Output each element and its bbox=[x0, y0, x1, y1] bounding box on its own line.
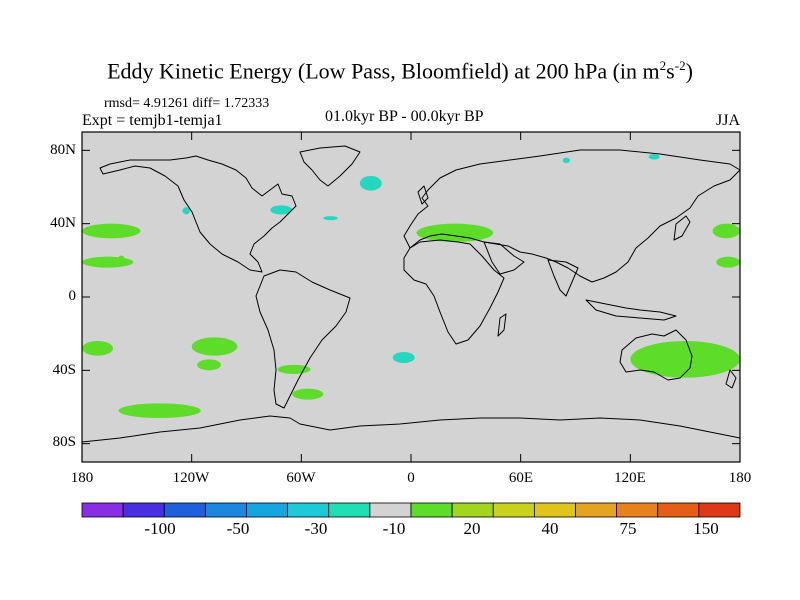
colorbar-label: 75 bbox=[619, 519, 637, 538]
anomaly-layer bbox=[82, 154, 741, 418]
colorbar-box-3 bbox=[204, 502, 247, 518]
lat-label-80s: 80S bbox=[52, 434, 76, 450]
lat-label-40s: 40S bbox=[52, 362, 76, 378]
positive-anomaly-7 bbox=[118, 403, 201, 418]
colorbar-box-2 bbox=[163, 502, 206, 518]
lon-label-60e: 60E bbox=[508, 470, 534, 486]
coast-australia bbox=[619, 329, 693, 381]
coast-africa bbox=[403, 239, 505, 345]
positive-anomaly-10 bbox=[630, 341, 741, 378]
lon-label-60w: 60W bbox=[286, 470, 316, 486]
lat-label-40n: 40N bbox=[50, 215, 76, 231]
season-label: JJA bbox=[716, 112, 741, 129]
colorbar-label: -100 bbox=[144, 519, 176, 538]
coast-antarctica bbox=[81, 415, 741, 443]
negative-anomaly-19 bbox=[562, 157, 571, 164]
colorbar-box-13 bbox=[616, 502, 659, 518]
coast-eurasia bbox=[403, 149, 741, 283]
colorbar bbox=[81, 502, 741, 518]
coast-greenland bbox=[299, 145, 361, 187]
colorbar-label: -30 bbox=[304, 519, 328, 538]
colorbar-box-14 bbox=[657, 502, 700, 518]
colorbar-box-10 bbox=[492, 502, 535, 518]
colorbar-box-1 bbox=[122, 502, 165, 518]
experiment-label: Expt = temjb1-temja1 bbox=[82, 112, 223, 129]
coast-madagascar bbox=[497, 313, 507, 337]
coast-south-america bbox=[255, 269, 351, 409]
positive-anomaly-5 bbox=[197, 359, 221, 371]
positive-anomaly-9 bbox=[416, 223, 494, 242]
positive-anomaly-2 bbox=[118, 255, 125, 260]
axis-ticks bbox=[81, 132, 741, 462]
lat-label-0: 0 bbox=[68, 288, 77, 304]
coast-indonesia bbox=[585, 299, 677, 321]
lat-label-80n: 80N bbox=[50, 142, 76, 158]
positive-anomaly-1 bbox=[82, 256, 134, 268]
colorbar-box-12 bbox=[575, 502, 618, 518]
negative-anomaly-18 bbox=[648, 154, 660, 160]
period-label: 01.0kyr BP - 00.0kyr BP bbox=[325, 108, 484, 125]
negative-anomaly-17 bbox=[392, 352, 415, 363]
coast-uk bbox=[417, 185, 429, 205]
coast-new-zealand bbox=[725, 369, 737, 389]
colorbar-label: -50 bbox=[226, 519, 250, 538]
coast-india bbox=[547, 259, 579, 297]
lon-label-0: 0 bbox=[407, 470, 415, 486]
colorbar-label: 20 bbox=[463, 519, 481, 538]
colorbar-box-11 bbox=[533, 502, 576, 518]
colorbar-box-9 bbox=[451, 502, 494, 518]
colorbar-label: 150 bbox=[693, 519, 719, 538]
lon-label-180e: 180 bbox=[728, 470, 752, 486]
colorbar-box-7 bbox=[369, 502, 412, 518]
negative-anomaly-16 bbox=[323, 216, 338, 221]
lon-label-180w: 180 bbox=[70, 470, 94, 486]
coast-north-america bbox=[99, 155, 297, 273]
colorbar-box-5 bbox=[287, 502, 330, 518]
coast-arabia bbox=[483, 241, 525, 275]
lon-label-120w: 120W bbox=[172, 470, 210, 486]
colorbar-label: -10 bbox=[382, 519, 406, 538]
colorbar-box-6 bbox=[328, 502, 371, 518]
colorbar-box-0 bbox=[81, 502, 124, 518]
positive-anomaly-8 bbox=[292, 388, 324, 400]
positive-anomaly-12 bbox=[716, 256, 740, 268]
coast-japan bbox=[673, 215, 691, 241]
coastlines bbox=[81, 145, 741, 443]
negative-anomaly-13 bbox=[359, 176, 382, 191]
negative-anomaly-14 bbox=[182, 207, 190, 215]
chart-title: Eddy Kinetic Energy (Low Pass, Bloomfiel… bbox=[107, 58, 693, 84]
positive-anomaly-3 bbox=[82, 341, 114, 356]
colorbar-box-15 bbox=[698, 502, 741, 518]
positive-anomaly-4 bbox=[191, 337, 238, 356]
colorbar-label: 40 bbox=[541, 519, 559, 538]
positive-anomaly-11 bbox=[712, 223, 741, 239]
colorbar-box-8 bbox=[410, 502, 453, 518]
colorbar-box-4 bbox=[246, 502, 289, 518]
positive-anomaly-0 bbox=[82, 223, 141, 239]
lon-label-120e: 120E bbox=[614, 470, 646, 486]
stats-label: rmsd= 4.91261 diff= 1.72333 bbox=[104, 96, 270, 111]
negative-anomaly-15 bbox=[270, 205, 293, 215]
